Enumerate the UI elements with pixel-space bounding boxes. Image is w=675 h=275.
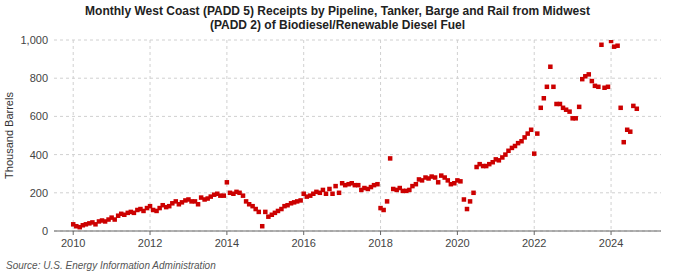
y-tick-label: 0 — [42, 225, 48, 237]
point — [462, 197, 467, 202]
point — [263, 210, 268, 215]
point — [381, 208, 386, 213]
chart: Monthly West Coast (PADD 5) Receipts by … — [0, 0, 675, 275]
title-line: Monthly West Coast (PADD 5) Receipts by … — [85, 4, 590, 18]
x-tick-label: 2014 — [215, 237, 239, 249]
point — [260, 224, 265, 229]
grid-line-y — [54, 116, 661, 117]
point — [606, 85, 611, 90]
point — [324, 192, 329, 197]
x-tick — [380, 231, 381, 235]
grid-line-x — [73, 40, 74, 231]
point — [542, 96, 547, 101]
y-axis-label: Thousand Barrels — [3, 92, 15, 179]
x-tick-label: 2016 — [291, 237, 315, 249]
point — [465, 207, 470, 212]
point — [196, 202, 201, 207]
y-tick-label: 600 — [30, 110, 48, 122]
point — [327, 187, 332, 192]
point — [539, 106, 544, 111]
title-line: (PADD 2) of Biodiesel/Renewable Diesel F… — [210, 18, 465, 32]
point — [222, 193, 227, 198]
point — [599, 43, 604, 48]
grid-line-y — [54, 231, 661, 232]
axes: 0 200 400 600 800 1,000 2010 2012 2014 2016 2018 20… — [20, 34, 661, 249]
point — [433, 175, 438, 180]
point — [257, 210, 262, 215]
point — [577, 105, 582, 110]
x-axis-line — [54, 231, 661, 232]
point — [388, 156, 393, 161]
point — [385, 199, 390, 204]
grid-line-x — [226, 40, 227, 231]
point — [225, 180, 230, 185]
grid-line-x — [611, 40, 612, 231]
point — [436, 180, 441, 185]
grid-line-y — [54, 78, 661, 79]
point — [356, 183, 361, 188]
x-tick-label: 2018 — [368, 237, 392, 249]
point — [298, 198, 303, 203]
point — [535, 131, 540, 136]
x-tick — [457, 231, 458, 235]
x-tick — [534, 231, 535, 235]
grid-line-y — [54, 154, 661, 155]
point — [551, 85, 556, 90]
grid-line-x — [457, 40, 458, 231]
point — [330, 192, 335, 197]
grid-line-y — [54, 192, 661, 193]
grid-line-x — [150, 40, 151, 231]
point — [615, 43, 620, 48]
point — [545, 85, 550, 90]
point — [567, 109, 572, 114]
grid-line-y — [54, 40, 661, 41]
grid-line-x — [303, 40, 304, 231]
x-tick — [303, 231, 304, 235]
point — [468, 199, 473, 204]
point — [458, 179, 463, 184]
y-tick-label: 200 — [30, 187, 48, 199]
point — [337, 191, 342, 196]
point — [333, 184, 338, 189]
y-tick-label: 1,000 — [20, 34, 48, 46]
x-tick — [73, 231, 74, 235]
x-tick — [226, 231, 227, 235]
point — [596, 85, 601, 90]
point — [529, 128, 534, 132]
x-tick — [150, 231, 151, 235]
x-tick-label: 2010 — [61, 237, 85, 249]
point — [573, 116, 578, 121]
point — [618, 106, 623, 111]
point — [590, 79, 595, 84]
point — [532, 151, 537, 156]
grid-line-x — [380, 40, 381, 231]
point — [628, 129, 633, 134]
point — [621, 140, 626, 145]
x-tick-label: 2012 — [138, 237, 162, 249]
grid-line-x — [534, 40, 535, 231]
x-tick-label: 2022 — [522, 237, 546, 249]
x-tick — [611, 231, 612, 235]
point — [587, 72, 592, 77]
point — [635, 107, 640, 112]
point — [609, 40, 614, 43]
point — [414, 182, 419, 187]
source-note: Source: U.S. Energy Information Administ… — [6, 260, 216, 271]
x-tick-label: 2020 — [445, 237, 469, 249]
point — [241, 193, 246, 198]
x-tick-label: 2024 — [599, 237, 623, 249]
title: Monthly West Coast (PADD 5) Receipts by … — [85, 4, 590, 32]
grid — [54, 40, 661, 231]
points — [71, 40, 639, 229]
point — [471, 191, 476, 196]
point — [548, 64, 553, 69]
y-tick-label: 800 — [30, 72, 48, 84]
point — [375, 182, 380, 187]
y-tick-label: 400 — [30, 149, 48, 161]
